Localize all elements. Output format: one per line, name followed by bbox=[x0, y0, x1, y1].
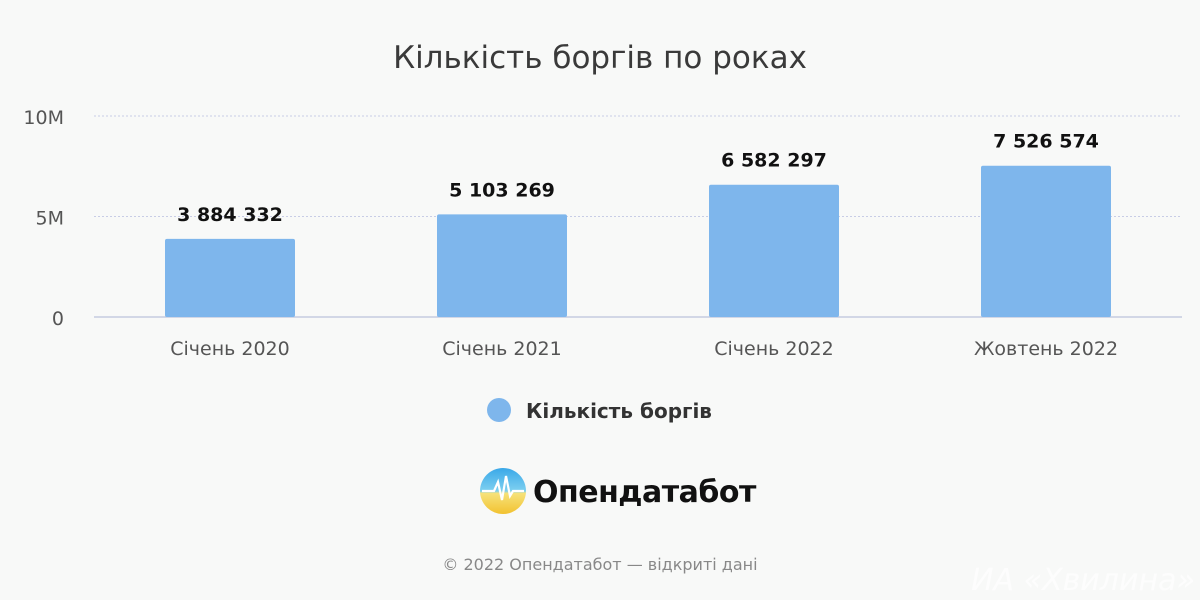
legend-label: Кількість боргів bbox=[526, 399, 712, 423]
chart-title: Кількість боргів по роках bbox=[393, 40, 807, 76]
bar bbox=[709, 184, 839, 317]
data-label: 6 582 297 bbox=[721, 150, 827, 172]
watermark: ИА «Хвилина» bbox=[971, 563, 1195, 598]
data-labels: 3 884 332 5 103 269 6 582 297 7 526 574 bbox=[177, 131, 1099, 226]
x-tick-label: Січень 2020 bbox=[170, 338, 289, 360]
pulse-line-icon bbox=[482, 475, 524, 501]
y-tick-label: 0 bbox=[52, 308, 64, 330]
brand-name: Опендатабот bbox=[533, 475, 757, 510]
bar bbox=[437, 214, 567, 317]
legend-marker bbox=[487, 398, 511, 422]
bar bbox=[981, 165, 1111, 317]
data-label: 5 103 269 bbox=[449, 179, 555, 201]
y-axis-ticks: 0 5M 10M bbox=[23, 107, 64, 330]
x-axis-ticks: Січень 2020 Січень 2021 Січень 2022 Жовтень… bbox=[170, 338, 1118, 360]
data-label: 7 526 574 bbox=[993, 131, 1099, 153]
y-tick-label: 10M bbox=[23, 107, 64, 129]
bar bbox=[165, 238, 295, 317]
brand-logo: Опендатабот bbox=[480, 468, 757, 514]
footer-text: © 2022 Опендатабот — відкриті дані bbox=[442, 555, 757, 574]
bars bbox=[165, 165, 1111, 317]
x-tick-label: Січень 2022 bbox=[714, 338, 833, 360]
x-tick-label: Січень 2021 bbox=[442, 338, 561, 360]
data-label: 3 884 332 bbox=[177, 204, 283, 226]
x-tick-label: Жовтень 2022 bbox=[974, 338, 1118, 360]
y-tick-label: 5M bbox=[36, 208, 64, 230]
legend: Кількість боргів bbox=[487, 398, 712, 423]
